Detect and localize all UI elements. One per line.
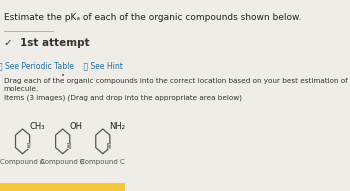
Text: ⤢: ⤢	[107, 144, 110, 149]
FancyBboxPatch shape	[107, 143, 111, 149]
FancyBboxPatch shape	[27, 143, 30, 149]
Text: •: •	[61, 73, 65, 79]
Text: Drag each of the organic compounds into the correct location based on your best : Drag each of the organic compounds into …	[4, 78, 350, 101]
Text: Compound A: Compound A	[0, 159, 45, 165]
Text: ⤢: ⤢	[27, 144, 30, 149]
Text: Compound B: Compound B	[40, 159, 85, 165]
Text: ⤢: ⤢	[67, 144, 70, 149]
Text: 📊 See Periodic Table    ⭘ See Hint: 📊 See Periodic Table ⭘ See Hint	[0, 61, 123, 70]
FancyBboxPatch shape	[0, 183, 125, 191]
FancyBboxPatch shape	[67, 143, 70, 149]
Text: OH: OH	[69, 122, 82, 131]
Text: ✓  1st attempt: ✓ 1st attempt	[4, 38, 89, 48]
Text: Estimate the pKₐ of each of the organic compounds shown below.: Estimate the pKₐ of each of the organic …	[4, 13, 301, 22]
Text: CH₃: CH₃	[29, 122, 44, 131]
Text: NH₂: NH₂	[109, 122, 125, 131]
Text: Compound C: Compound C	[80, 159, 125, 165]
